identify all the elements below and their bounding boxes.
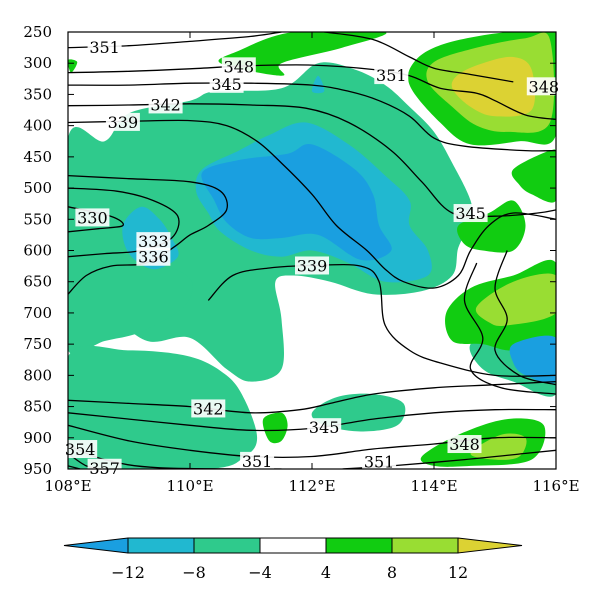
filled-region-17 [509, 335, 556, 384]
contour-line-351 [324, 32, 514, 83]
contour-label-13: 345 [307, 418, 342, 437]
contour-label-text: 348 [529, 77, 560, 96]
colorbar-tick-label: 12 [448, 563, 468, 582]
contour-label-text: 339 [108, 113, 139, 132]
contour-label-text: 336 [138, 248, 169, 267]
contour-label-text: 351 [242, 452, 273, 471]
contour-label-3: 345 [209, 74, 244, 94]
contour-line-345 [68, 82, 556, 152]
contour-line-339 [207, 263, 556, 377]
y-tick-label: 900 [23, 429, 52, 447]
contour-line-336 [68, 174, 228, 295]
contour-label-1: 348 [221, 57, 256, 76]
colorbar-tick-label: −4 [248, 563, 272, 582]
y-axis: 250 300 350 400 450 500 550 600 650 700 750 800 850 9… [23, 23, 556, 478]
contour-label-text: 342 [193, 399, 224, 418]
y-tick-label: 600 [23, 242, 52, 260]
y-tick-label: 650 [23, 273, 52, 291]
x-tick-label: 116°E [532, 477, 579, 495]
y-tick-label: 800 [23, 366, 52, 384]
contour-line-348 [494, 250, 556, 386]
contour-label-10: 339 [295, 256, 329, 275]
contour-label-17: 354 [63, 440, 98, 459]
filled-region-0 [218, 32, 387, 76]
contour-label-text: 342 [150, 95, 181, 114]
contour-label-7: 330 [75, 208, 110, 227]
y-tick-label: 350 [23, 85, 52, 103]
colorbar-box [127, 537, 195, 554]
colorbar-box [325, 537, 393, 554]
filled-region-4 [451, 56, 536, 117]
y-tick-label: 250 [23, 23, 52, 41]
contour-label-text: 351 [364, 453, 395, 472]
y-tick-label: 300 [23, 54, 52, 72]
colorbar-tick-label: −12 [111, 563, 145, 582]
colorbar-tick-label: −8 [182, 563, 206, 582]
colorbar-tick-label: 8 [387, 563, 397, 582]
contour-label-5: 342 [148, 95, 183, 114]
contour-label-text: 351 [376, 66, 407, 85]
contour-label-8: 333 [136, 232, 171, 251]
contour-label-text: 333 [138, 232, 169, 251]
contour-label-12: 342 [191, 399, 226, 418]
contour-label-18: 357 [87, 458, 122, 478]
contour-label-text: 345 [455, 204, 486, 223]
x-tick-label: 112°E [288, 477, 335, 495]
contour-label-16: 351 [362, 452, 397, 472]
y-tick-label: 700 [23, 304, 52, 322]
contour-label-text: 345 [309, 418, 340, 437]
colorbar-extend-low [63, 537, 129, 554]
filled-region-19 [470, 433, 527, 460]
contour-line-339 [68, 119, 556, 289]
x-axis: 108°E 110°E 112°E 114°E 116°E [44, 32, 580, 495]
contour-label-4: 348 [526, 77, 561, 96]
contour-line-342 [68, 380, 556, 414]
filled-region-15 [475, 273, 556, 327]
contour-label-text: 351 [89, 38, 120, 57]
colorbar: −12 −8 −4 4 8 12 [63, 537, 523, 582]
filled-region-21 [262, 412, 288, 444]
contour-line-333 [68, 187, 180, 258]
y-tick-label: 500 [23, 179, 52, 197]
x-tick-label: 108°E [44, 477, 91, 495]
colorbar-box [259, 537, 327, 554]
filled-region-1 [68, 59, 78, 73]
y-tick-label: 950 [23, 460, 52, 478]
colorbar-tick-label: 4 [321, 563, 331, 582]
contour-label-text: 357 [89, 459, 120, 478]
colorbar-extend-high [457, 537, 523, 554]
contour-label-text: 348 [449, 435, 480, 454]
y-tick-label: 850 [23, 398, 52, 416]
contour-label-6: 339 [105, 112, 140, 132]
colorbar-box [193, 537, 261, 554]
x-tick-label: 114°E [410, 477, 457, 495]
filled-region-12 [201, 143, 392, 261]
filled-region-13 [311, 75, 325, 94]
contour-label-text: 330 [77, 208, 108, 227]
contour-lines [68, 32, 556, 469]
x-tick-label: 110°E [166, 477, 213, 495]
contour-label-text: 345 [211, 75, 242, 94]
y-tick-label: 550 [23, 210, 52, 228]
contour-label-15: 351 [240, 451, 275, 471]
filled-contours [68, 32, 556, 469]
contour-line-345 [463, 262, 556, 395]
contour-label-9: 336 [136, 247, 171, 267]
y-tick-label: 400 [23, 117, 52, 135]
y-tick-label: 750 [23, 335, 52, 353]
contour-label-text: 348 [224, 57, 255, 76]
contour-label-0: 351 [87, 37, 122, 57]
contour-label-text: 354 [65, 440, 96, 459]
filled-region-20 [511, 149, 556, 203]
contour-line-342 [68, 103, 556, 218]
contour-label-14: 348 [447, 435, 482, 454]
colorbar-box [391, 537, 459, 554]
contour-label-2: 351 [374, 66, 409, 85]
contour-label-11: 345 [453, 204, 488, 223]
filled-region-6 [68, 256, 193, 355]
y-tick-label: 450 [23, 148, 52, 166]
contour-label-text: 339 [297, 256, 328, 275]
